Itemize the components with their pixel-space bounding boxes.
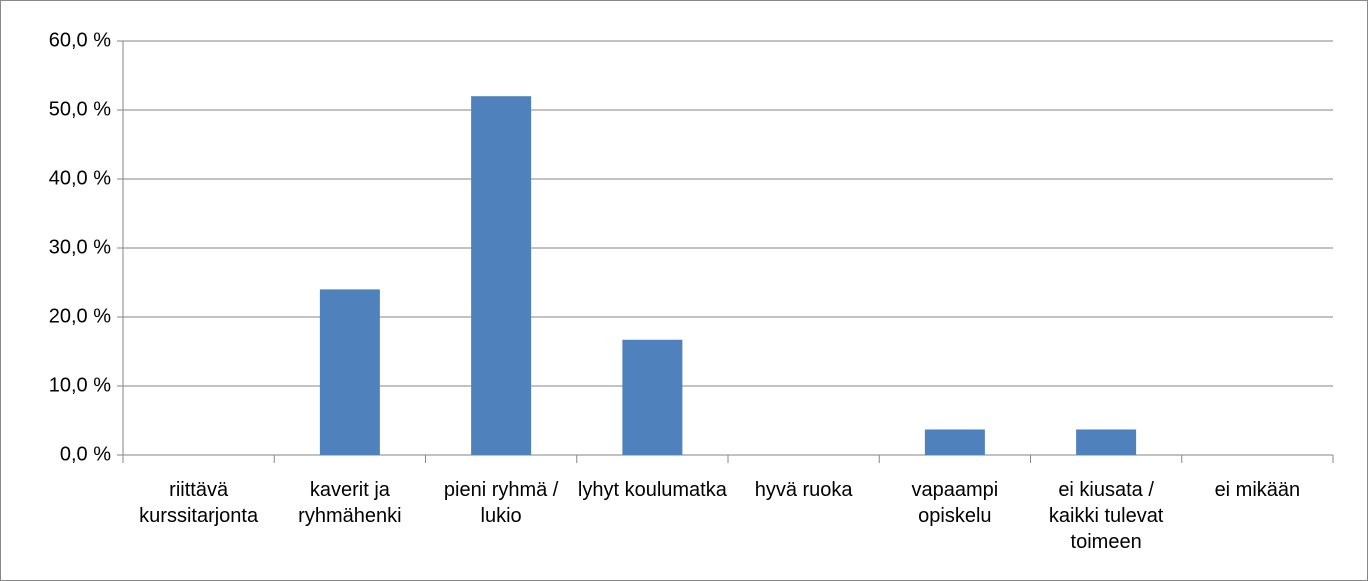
bar <box>924 429 985 455</box>
y-tick-label: 40,0 % <box>49 167 111 189</box>
x-tick-label: vapaampi opiskelu <box>911 479 999 527</box>
x-tick-label: riittävä kurssitarjonta <box>139 479 259 527</box>
x-tick-label: ei kiusata / kaikki tulevat toimeen <box>1048 479 1164 553</box>
x-tick-label: lyhyt koulumatka <box>577 479 727 501</box>
y-tick-label: 10,0 % <box>49 374 111 396</box>
x-tick-label: hyvä ruoka <box>754 479 853 501</box>
bar <box>319 289 380 455</box>
y-tick-label: 30,0 % <box>49 236 111 258</box>
bar <box>622 339 683 455</box>
y-tick-label: 50,0 % <box>49 98 111 120</box>
bar <box>471 96 532 455</box>
y-tick-label: 20,0 % <box>49 305 111 327</box>
x-tick-label: pieni ryhmä / lukio <box>443 479 559 527</box>
x-tick-label: ei mikään <box>1214 479 1301 501</box>
y-tick-label: 60,0 % <box>49 29 111 51</box>
x-tick-label: kaverit ja ryhmähenki <box>298 479 402 527</box>
y-tick-label: 0,0 % <box>60 443 111 465</box>
bar <box>1076 429 1137 455</box>
